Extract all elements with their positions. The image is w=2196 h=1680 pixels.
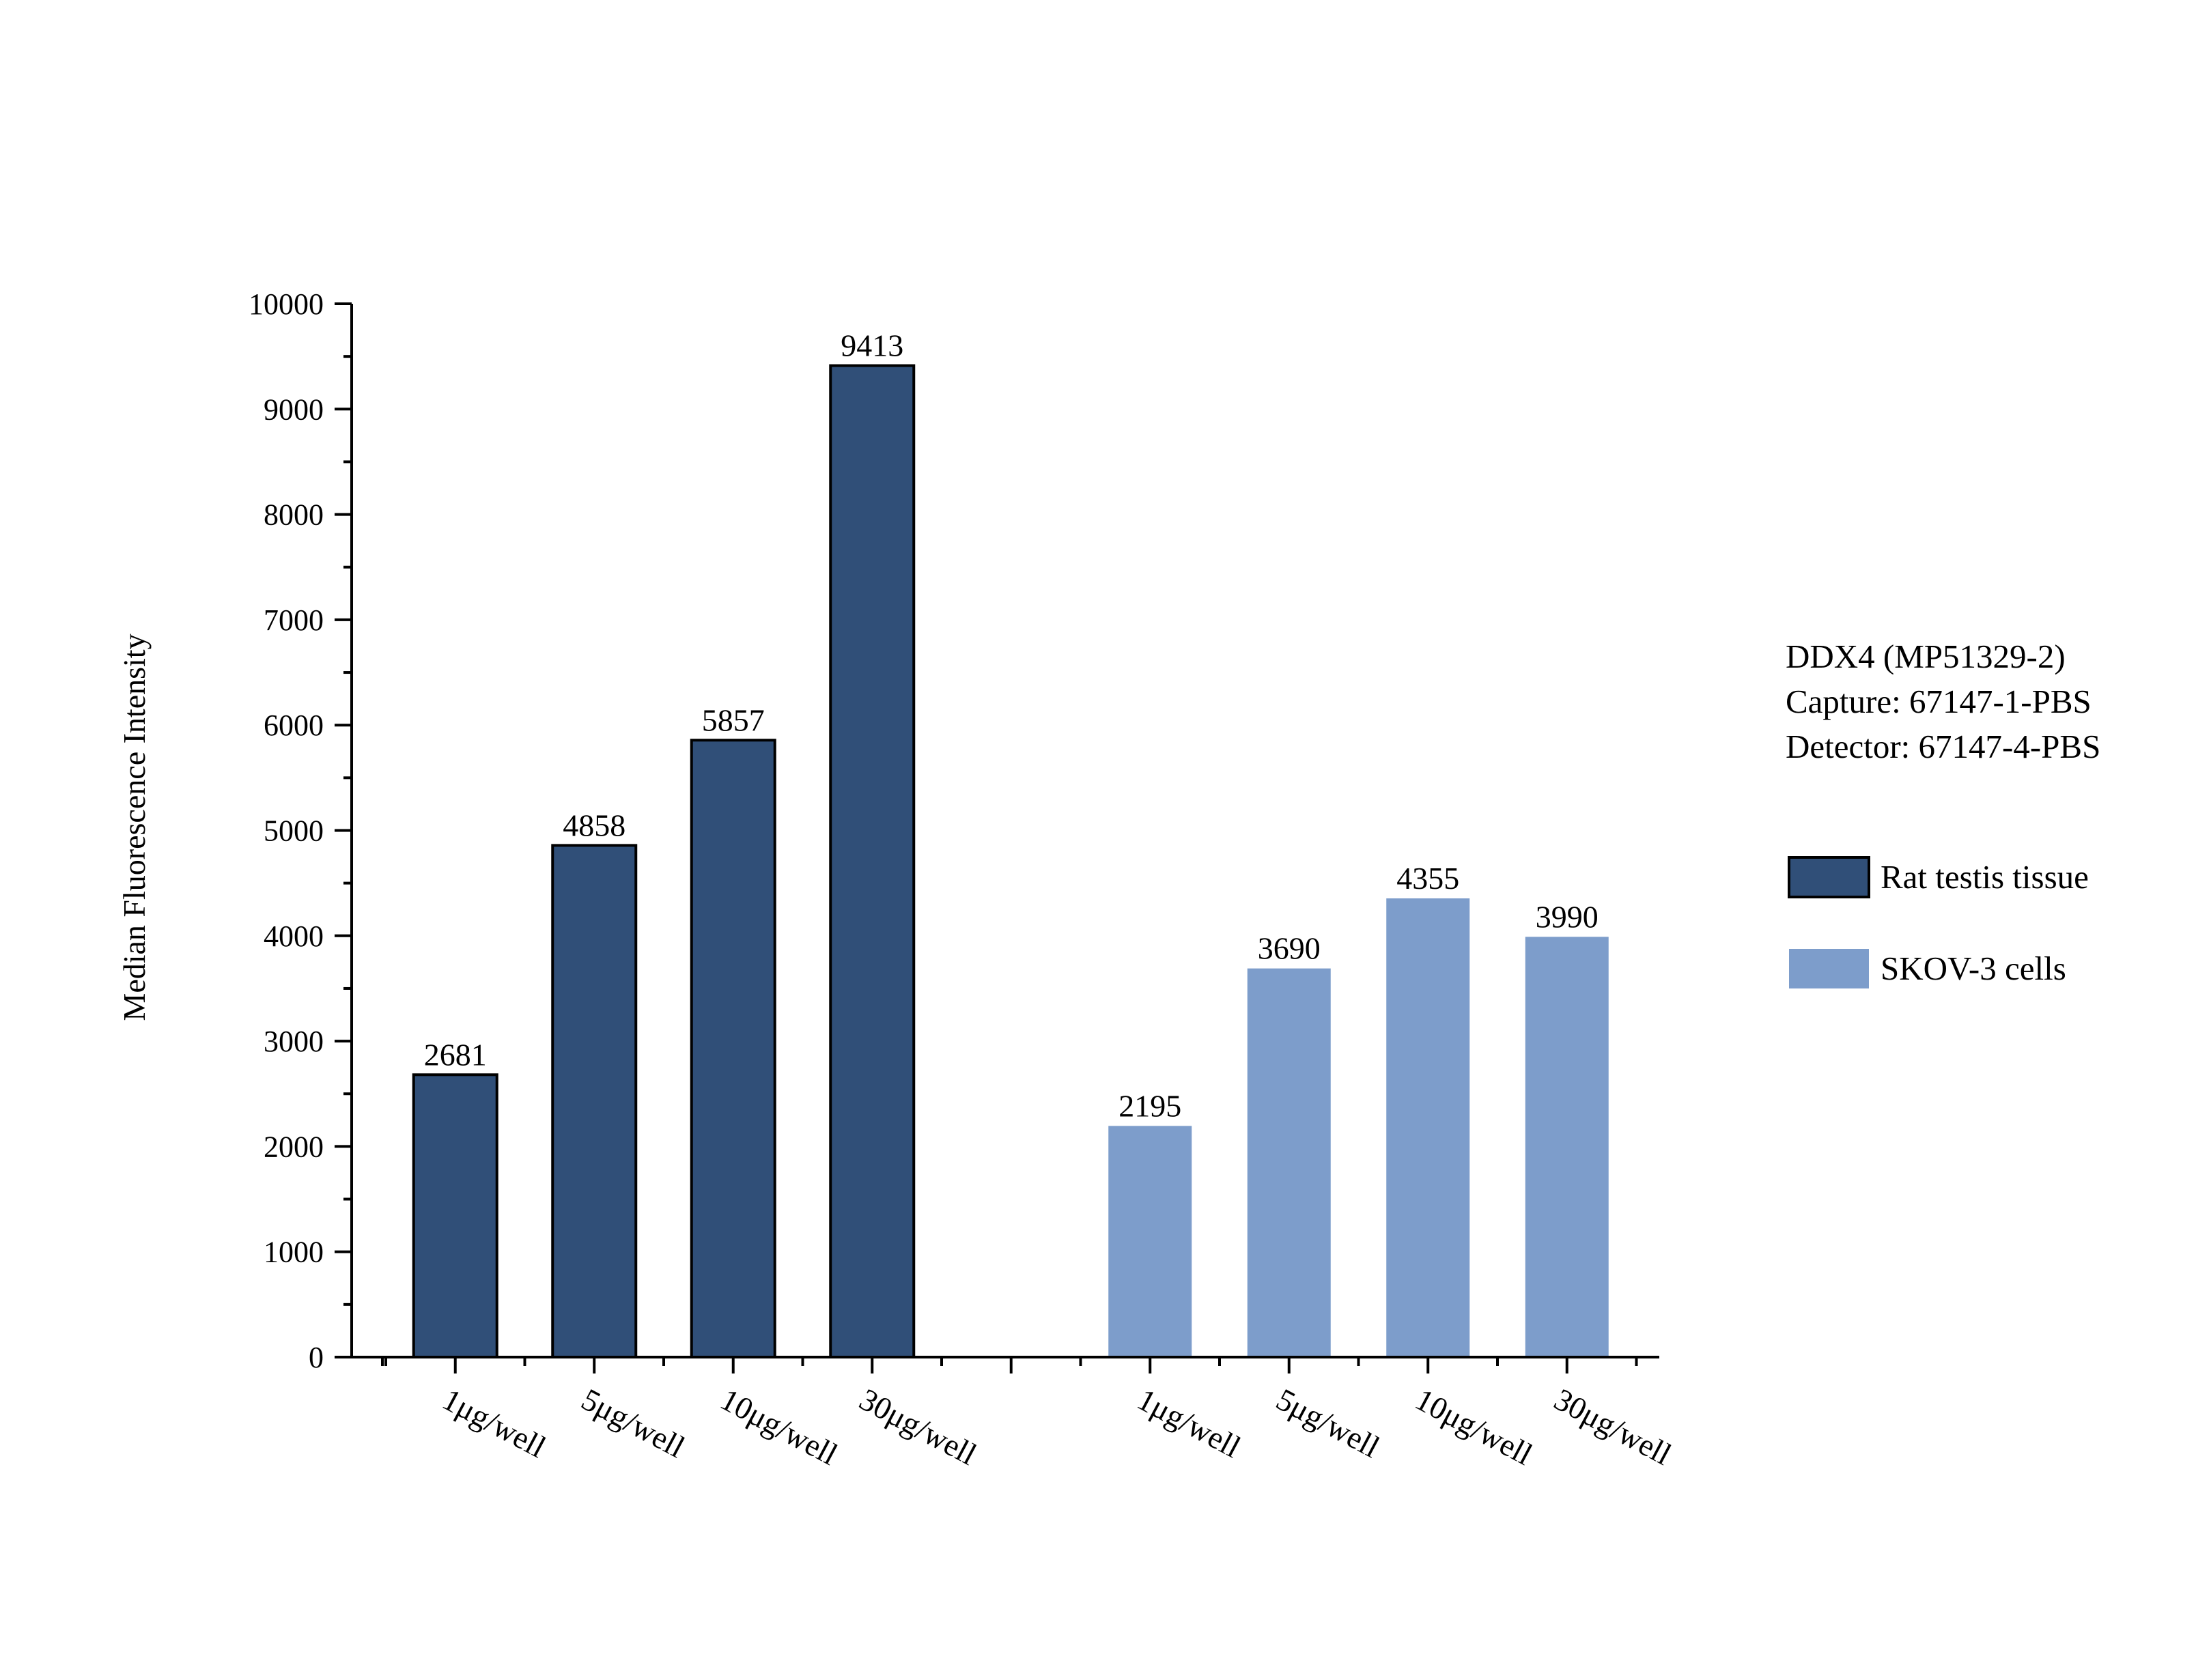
bar xyxy=(412,1073,498,1358)
y-tick-label: 5000 xyxy=(264,814,324,848)
data-label: 3990 xyxy=(1536,899,1599,934)
data-label: 4355 xyxy=(1396,861,1459,896)
data-label: 5857 xyxy=(702,702,765,737)
legend-label: SKOV-3 cells xyxy=(1881,950,2066,987)
y-tick-label: 10000 xyxy=(249,287,324,321)
bar xyxy=(1386,898,1470,1357)
x-tick-label: 10μg/well xyxy=(1410,1382,1538,1472)
data-label: 9413 xyxy=(841,328,903,363)
y-axis-title: Median Fluorescence Intensity xyxy=(117,633,152,1021)
bar xyxy=(1247,968,1331,1357)
legend-swatch xyxy=(1789,949,1869,988)
annotation-text: DDX4 (MP51329-2) Capture: 67147-1-PBS Dete… xyxy=(1786,638,2100,765)
x-tick-label: 1μg/well xyxy=(1132,1382,1247,1464)
y-tick-label: 2000 xyxy=(264,1130,324,1163)
x-tick-label: 1μg/well xyxy=(437,1382,552,1464)
y-tick-label: 9000 xyxy=(264,393,324,426)
bar xyxy=(1525,937,1609,1357)
x-tick-label: 10μg/well xyxy=(715,1382,843,1472)
annotation-line: Capture: 67147-1-PBS xyxy=(1786,683,2092,720)
y-tick-label: 4000 xyxy=(264,920,324,953)
plot-area: 2681 4858 5857 9413 2195 3690 4355 3990 xyxy=(412,328,1609,1359)
y-tick-label: 6000 xyxy=(264,709,324,742)
bar xyxy=(690,739,776,1358)
x-tick-label: 30μg/well xyxy=(854,1382,983,1472)
legend-label: Rat testis tissue xyxy=(1881,858,2089,896)
x-tick-label: 5μg/well xyxy=(576,1382,691,1464)
x-tick-label: 30μg/well xyxy=(1549,1382,1677,1472)
y-tick-label: 3000 xyxy=(264,1025,324,1058)
y-tick-label: 0 xyxy=(309,1341,324,1374)
data-label: 3690 xyxy=(1258,931,1321,966)
bar xyxy=(829,364,916,1358)
annotation-line: Detector: 67147-4-PBS xyxy=(1786,728,2100,765)
bar xyxy=(551,844,638,1359)
legend: Rat testis tissue SKOV-3 cells xyxy=(1788,856,2089,988)
x-tick-label: 5μg/well xyxy=(1271,1382,1385,1464)
data-label: 2195 xyxy=(1118,1088,1181,1123)
y-tick-label: 1000 xyxy=(264,1236,324,1269)
bar xyxy=(1108,1126,1192,1357)
annotation-line: DDX4 (MP51329-2) xyxy=(1786,638,2066,675)
y-tick-label: 8000 xyxy=(264,498,324,532)
data-label: 2681 xyxy=(424,1037,487,1072)
y-tick-label: 7000 xyxy=(264,603,324,637)
legend-swatch xyxy=(1788,856,1870,898)
data-label: 4858 xyxy=(563,808,625,842)
